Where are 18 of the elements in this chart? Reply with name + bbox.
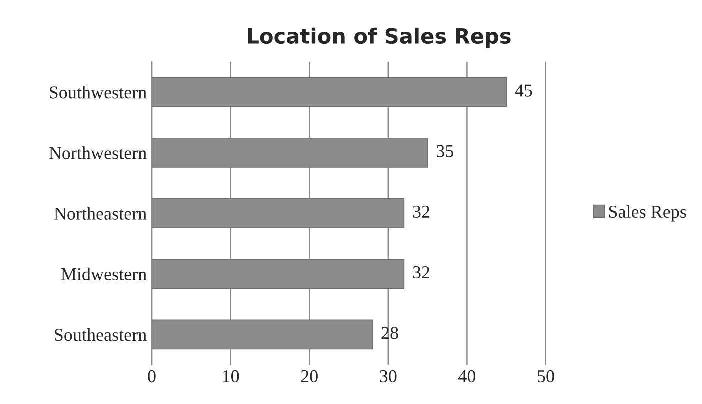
y-tick-label: Midwestern [61,268,147,281]
legend-label: Sales Reps [609,205,686,222]
data-label: 45 [515,84,532,97]
y-tick-label: Northwestern [49,146,147,160]
x-tick-label: 40 [458,370,476,383]
y-tick-label: Northeastern [54,207,147,220]
x-tick-label: 30 [380,370,397,383]
x-tick-label: 10 [223,370,240,383]
y-tick-label: Southwestern [50,86,147,99]
data-label: 28 [382,327,398,340]
chart-title: Location of Sales Reps [248,28,511,48]
y-tick-label: Southeastern [55,328,147,342]
x-tick-label: 50 [538,370,554,383]
data-label: 32 [413,206,430,218]
x-tick-label: 0 [148,370,156,383]
data-label: 32 [413,266,430,279]
x-tick-label: 20 [301,370,318,383]
data-label: 35 [436,145,454,158]
